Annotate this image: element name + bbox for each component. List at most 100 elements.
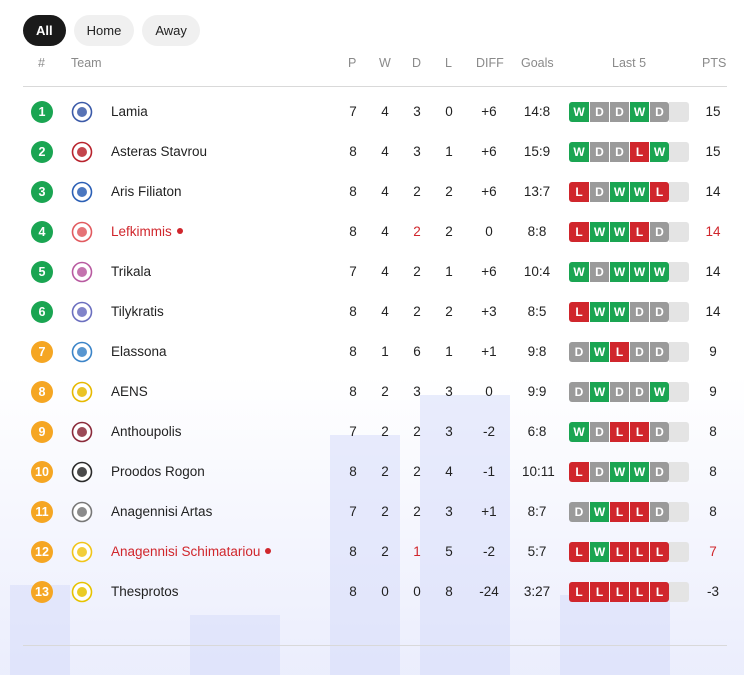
table-row[interactable]: 7 Elassona 8 1 6 1 +1 9:8 9 D W L D D bbox=[0, 332, 744, 372]
team-name[interactable]: Anthoupolis bbox=[111, 424, 182, 439]
form-result-badge[interactable]: W bbox=[629, 262, 649, 282]
form-result-badge[interactable]: W bbox=[629, 102, 649, 122]
next-match-slot[interactable] bbox=[669, 222, 689, 242]
next-match-slot[interactable] bbox=[669, 502, 689, 522]
next-match-slot[interactable] bbox=[669, 182, 689, 202]
team-name[interactable]: Proodos Rogon bbox=[111, 464, 205, 479]
next-match-slot[interactable] bbox=[669, 102, 689, 122]
team-name[interactable]: Aris Filiaton bbox=[111, 184, 182, 199]
form-result-badge[interactable]: D bbox=[609, 382, 629, 402]
form-result-badge[interactable]: L bbox=[569, 462, 589, 482]
form-result-badge[interactable]: W bbox=[649, 262, 669, 282]
form-result-badge[interactable]: L bbox=[609, 342, 629, 362]
form-result-badge[interactable]: D bbox=[589, 462, 609, 482]
form-result-badge[interactable]: L bbox=[569, 182, 589, 202]
form-result-badge[interactable]: L bbox=[569, 302, 589, 322]
team-name[interactable]: Thesprotos bbox=[111, 584, 179, 599]
table-row[interactable]: 11 Anagennisi Artas 7 2 2 3 +1 8:7 8 D W L L D bbox=[0, 492, 744, 532]
form-result-badge[interactable]: W bbox=[609, 262, 629, 282]
team-name[interactable]: Lefkimmis bbox=[111, 224, 183, 239]
team-name[interactable]: Lamia bbox=[111, 104, 148, 119]
form-result-badge[interactable]: W bbox=[629, 462, 649, 482]
form-result-badge[interactable]: W bbox=[589, 502, 609, 522]
next-match-slot[interactable] bbox=[669, 542, 689, 562]
form-result-badge[interactable]: L bbox=[629, 542, 649, 562]
form-result-badge[interactable]: W bbox=[609, 462, 629, 482]
form-result-badge[interactable]: D bbox=[649, 502, 669, 522]
form-result-badge[interactable]: W bbox=[609, 302, 629, 322]
form-result-badge[interactable]: D bbox=[569, 342, 589, 362]
form-result-badge[interactable]: L bbox=[569, 222, 589, 242]
form-result-badge[interactable]: W bbox=[609, 222, 629, 242]
next-match-slot[interactable] bbox=[669, 142, 689, 162]
form-result-badge[interactable]: L bbox=[629, 222, 649, 242]
form-result-badge[interactable]: D bbox=[649, 462, 669, 482]
form-result-badge[interactable]: L bbox=[609, 422, 629, 442]
team-name[interactable]: Trikala bbox=[111, 264, 151, 279]
form-result-badge[interactable]: W bbox=[569, 262, 589, 282]
form-result-badge[interactable]: D bbox=[609, 102, 629, 122]
form-result-badge[interactable]: W bbox=[589, 542, 609, 562]
tab-home[interactable]: Home bbox=[73, 15, 135, 46]
team-name[interactable]: Anagennisi Artas bbox=[111, 504, 212, 519]
next-match-slot[interactable] bbox=[669, 382, 689, 402]
form-result-badge[interactable]: L bbox=[649, 182, 669, 202]
team-name[interactable]: AENS bbox=[111, 384, 148, 399]
form-result-badge[interactable]: D bbox=[649, 102, 669, 122]
tab-all[interactable]: All bbox=[23, 15, 66, 46]
form-result-badge[interactable]: D bbox=[649, 302, 669, 322]
team-name[interactable]: Anagennisi Schimatariou bbox=[111, 544, 272, 559]
form-result-badge[interactable]: L bbox=[649, 542, 669, 562]
form-result-badge[interactable]: L bbox=[609, 582, 629, 602]
table-row[interactable]: 13 Thesprotos 8 0 0 8 -24 3:27 -3 L L L L L bbox=[0, 572, 744, 612]
table-row[interactable]: 12 Anagennisi Schimatariou 8 2 1 5 -2 5:7 7 L W L L L bbox=[0, 532, 744, 572]
next-match-slot[interactable] bbox=[669, 262, 689, 282]
form-result-badge[interactable]: W bbox=[569, 142, 589, 162]
form-result-badge[interactable]: L bbox=[649, 582, 669, 602]
table-row[interactable]: 4 Lefkimmis 8 4 2 2 0 8:8 14 L W W L D bbox=[0, 212, 744, 252]
next-match-slot[interactable] bbox=[669, 582, 689, 602]
form-result-badge[interactable]: L bbox=[629, 422, 649, 442]
team-name[interactable]: Elassona bbox=[111, 344, 167, 359]
form-result-badge[interactable]: D bbox=[589, 102, 609, 122]
tab-away[interactable]: Away bbox=[142, 15, 200, 46]
table-row[interactable]: 2 Asteras Stavrou 8 4 3 1 +6 15:9 15 W D D L W bbox=[0, 132, 744, 172]
table-row[interactable]: 9 Anthoupolis 7 2 2 3 -2 6:8 8 W D L L D bbox=[0, 412, 744, 452]
table-row[interactable]: 3 Aris Filiaton 8 4 2 2 +6 13:7 14 L D W W L bbox=[0, 172, 744, 212]
form-result-badge[interactable]: D bbox=[589, 182, 609, 202]
form-result-badge[interactable]: L bbox=[609, 502, 629, 522]
table-row[interactable]: 10 Proodos Rogon 8 2 2 4 -1 10:11 8 L D W W D bbox=[0, 452, 744, 492]
form-result-badge[interactable]: D bbox=[589, 142, 609, 162]
form-result-badge[interactable]: D bbox=[609, 142, 629, 162]
team-name[interactable]: Tilykratis bbox=[111, 304, 164, 319]
form-result-badge[interactable]: W bbox=[609, 182, 629, 202]
form-result-badge[interactable]: D bbox=[569, 382, 589, 402]
form-result-badge[interactable]: W bbox=[569, 422, 589, 442]
form-result-badge[interactable]: L bbox=[569, 542, 589, 562]
form-result-badge[interactable]: D bbox=[629, 302, 649, 322]
table-row[interactable]: 6 Tilykratis 8 4 2 2 +3 8:5 14 L W W D D bbox=[0, 292, 744, 332]
table-row[interactable]: 5 Trikala 7 4 2 1 +6 10:4 14 W D W W W bbox=[0, 252, 744, 292]
table-row[interactable]: 1 Lamia 7 4 3 0 +6 14:8 15 W D D W D bbox=[0, 92, 744, 132]
form-result-badge[interactable]: D bbox=[589, 262, 609, 282]
form-result-badge[interactable]: L bbox=[569, 582, 589, 602]
next-match-slot[interactable] bbox=[669, 342, 689, 362]
form-result-badge[interactable]: W bbox=[629, 182, 649, 202]
form-result-badge[interactable]: D bbox=[649, 422, 669, 442]
form-result-badge[interactable]: D bbox=[649, 342, 669, 362]
form-result-badge[interactable]: D bbox=[629, 342, 649, 362]
form-result-badge[interactable]: L bbox=[609, 542, 629, 562]
form-result-badge[interactable]: D bbox=[589, 422, 609, 442]
form-result-badge[interactable]: W bbox=[649, 382, 669, 402]
form-result-badge[interactable]: W bbox=[589, 382, 609, 402]
next-match-slot[interactable] bbox=[669, 302, 689, 322]
next-match-slot[interactable] bbox=[669, 462, 689, 482]
next-match-slot[interactable] bbox=[669, 422, 689, 442]
form-result-badge[interactable]: W bbox=[589, 342, 609, 362]
form-result-badge[interactable]: D bbox=[649, 222, 669, 242]
team-name[interactable]: Asteras Stavrou bbox=[111, 144, 207, 159]
table-row[interactable]: 8 AENS 8 2 3 3 0 9:9 9 D W D D W bbox=[0, 372, 744, 412]
form-result-badge[interactable]: D bbox=[629, 382, 649, 402]
form-result-badge[interactable]: L bbox=[629, 582, 649, 602]
form-result-badge[interactable]: L bbox=[629, 502, 649, 522]
